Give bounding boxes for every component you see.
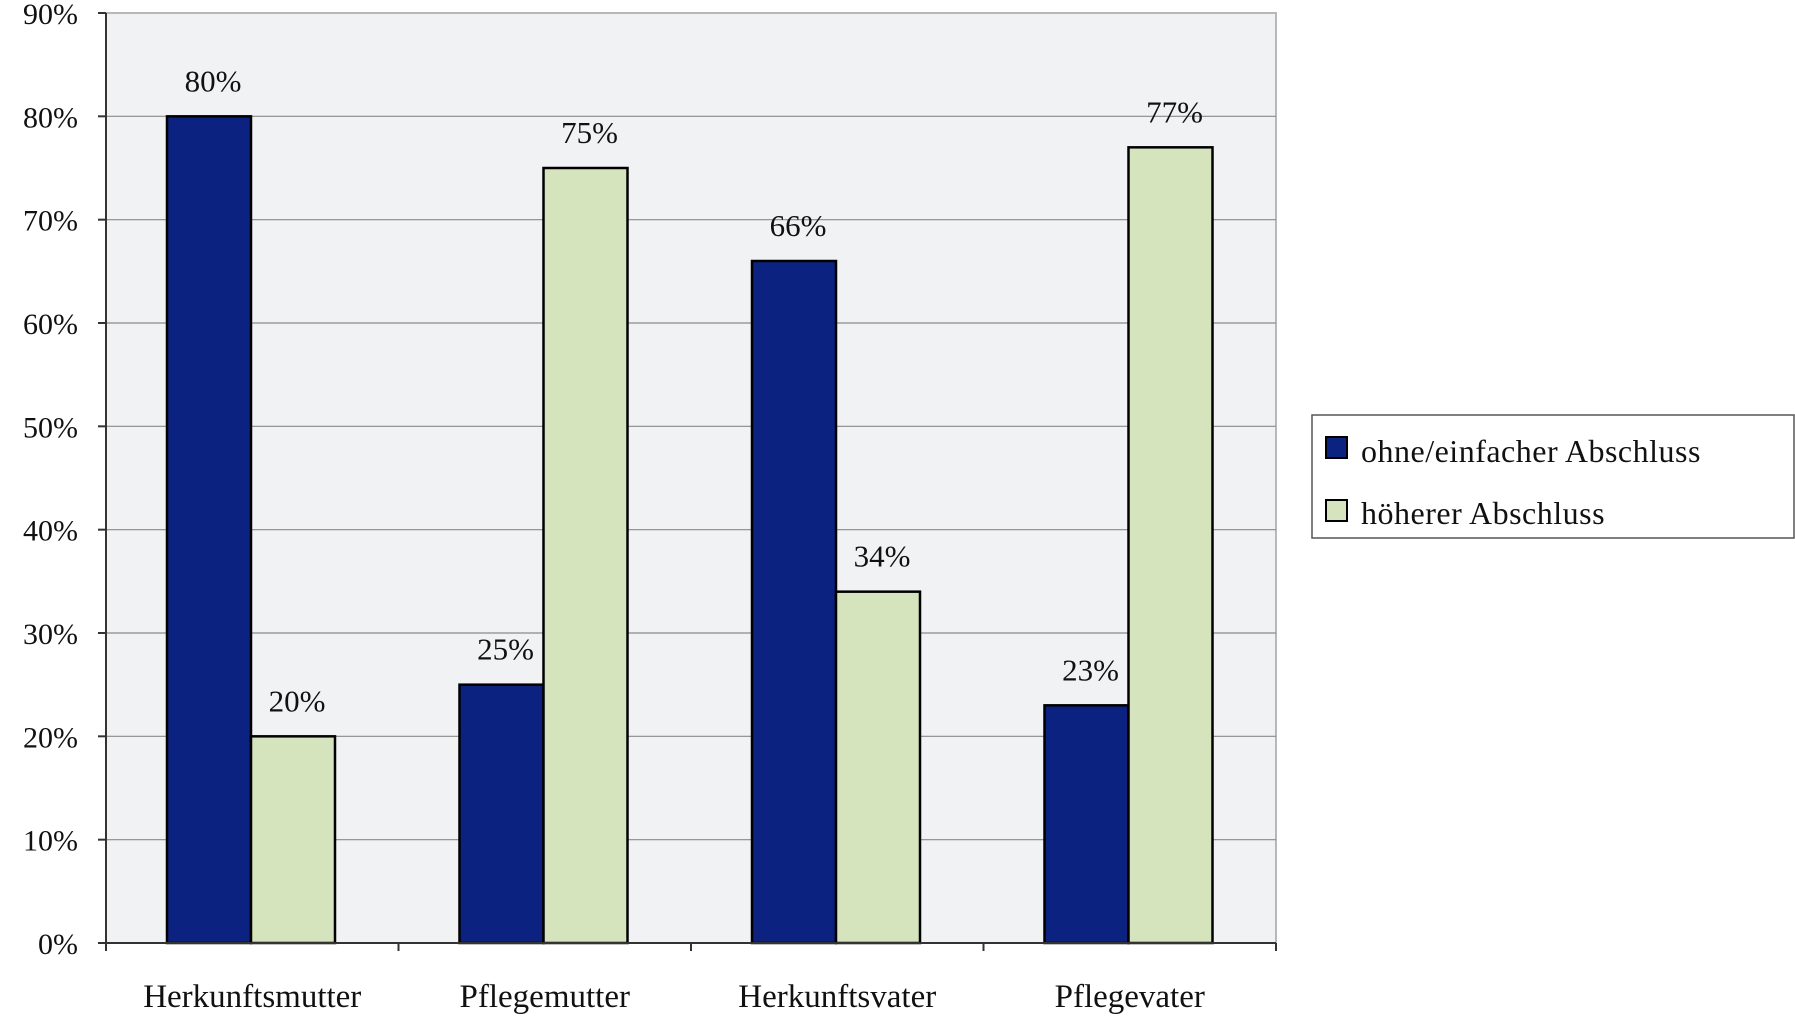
y-tick-label: 20% [23, 721, 78, 754]
bar-2-pflegemutter [542, 166, 629, 945]
legend-label-series-2: höherer Abschluss [1361, 495, 1605, 531]
bar-2-herkunftsmutter [249, 735, 337, 945]
y-tick-label: 40% [23, 515, 78, 548]
x-category-label: Herkunftsvater [738, 979, 936, 1015]
y-tick-label: 60% [23, 308, 78, 341]
x-category-label: Pflegevater [1055, 979, 1205, 1015]
y-tick-label: 0% [38, 928, 78, 961]
data-label: 34% [854, 539, 911, 574]
y-axis-ticks: 0% 10% 20% 30% 40% 50% 60% 70% 80% 90% [23, 0, 106, 961]
data-label: 77% [1146, 94, 1203, 129]
bar-1-herkunftsmutter [165, 115, 253, 945]
bar-2-pflegevater [1127, 146, 1214, 945]
data-labels: 80% 20% 25% 75% 66% 34% 23% 77% [185, 63, 1203, 718]
y-tick-label: 50% [23, 411, 78, 444]
legend-swatch-series-1 [1325, 436, 1348, 459]
data-label: 66% [770, 208, 827, 243]
legend-box [1311, 414, 1795, 539]
y-tick-label: 30% [23, 618, 78, 651]
bar-1-pflegemutter [458, 683, 545, 945]
x-category-label: Herkunftsmutter [143, 979, 361, 1015]
bar-1-pflegevater [1043, 704, 1130, 945]
legend-swatch-series-2 [1325, 499, 1348, 522]
y-tick-label: 90% [23, 0, 78, 31]
data-label: 23% [1062, 652, 1119, 687]
y-tick-label: 80% [23, 101, 78, 134]
bars [165, 115, 1214, 945]
legend-label-series-1: ohne/einfacher Abschluss [1361, 433, 1701, 469]
bar-2-herkunftsvater [834, 590, 922, 945]
y-tick-label: 10% [23, 825, 78, 858]
y-tick-label: 70% [23, 205, 78, 238]
bar-1-herkunftsvater [750, 259, 838, 945]
x-category-label: Pflegemutter [460, 979, 630, 1015]
legend: ohne/einfacher Abschluss höherer Abschlu… [1311, 414, 1795, 539]
x-axis-ticks: Herkunftsmutter Pflegemutter Herkunftsvate… [105, 943, 1277, 1015]
data-label: 20% [269, 683, 326, 718]
data-label: 75% [561, 115, 618, 150]
data-label: 25% [477, 632, 534, 667]
data-label: 80% [185, 63, 242, 98]
